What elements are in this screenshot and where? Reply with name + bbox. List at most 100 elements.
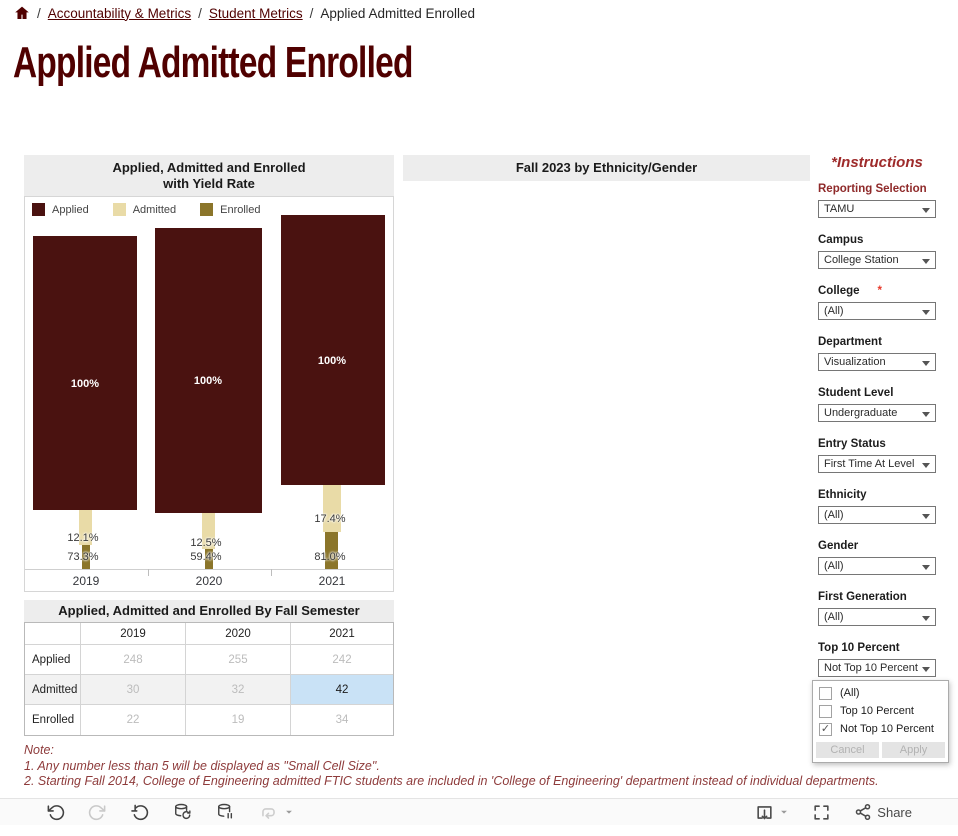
chart-legend: Applied Admitted Enrolled [32,203,260,216]
legend-item-applied[interactable]: Applied [32,203,89,216]
legend-label: Admitted [132,203,177,216]
filter-select-value: First Time At Level [824,458,915,470]
table-cell-applied-2019[interactable]: 248 [81,645,186,675]
filter-top-10-percent: Top 10 Percent Not Top 10 Percent [818,642,936,677]
footnote: Note: 1. Any number less than 5 will be … [24,743,924,790]
toolbar-left-group [46,802,294,822]
chevron-down-icon [922,565,930,570]
filter-label: College * [818,285,883,297]
fullscreen-icon[interactable] [812,803,831,822]
filter-gender: Gender (All) [818,540,936,575]
redo-icon[interactable] [88,803,107,822]
filter-select-student-level[interactable]: Undergraduate [818,404,936,422]
enrolled-bar-2020[interactable] [205,549,213,569]
revert-icon[interactable] [130,803,149,822]
filter-select-department[interactable]: Visualization [818,353,936,371]
admitted-bar-2019[interactable] [79,510,92,545]
breadcrumb-separator: / [37,5,41,21]
admitted-swatch-icon [112,203,126,216]
apply-button[interactable]: Apply [882,742,945,758]
filter-select-first-generation[interactable]: (All) [818,608,936,626]
menu-buttons: Cancel Apply [813,738,948,758]
breadcrumb-link-student-metrics[interactable]: Student Metrics [208,5,303,21]
filter-label: Top 10 Percent [818,642,900,654]
filter-entry-status: Entry Status First Time At Level [818,438,936,473]
table-col-header: 2021 [291,623,393,645]
applied-bar-2021[interactable] [281,215,385,485]
legend-item-enrolled[interactable]: Enrolled [200,203,260,216]
home-icon[interactable] [14,5,30,21]
share-button[interactable]: Share [854,803,912,821]
filter-label: Department [818,336,882,348]
menu-item--all-[interactable]: (All) [813,684,948,702]
instructions-link[interactable]: *Instructions [831,154,923,171]
filter-sidebar: *Instructions Reporting Selection TAMU Cam… [818,154,936,693]
admitted-bar-2020[interactable] [202,513,215,549]
auto-update-icon[interactable] [258,803,294,822]
filter-select-value: TAMU [824,203,855,215]
undo-icon[interactable] [46,803,65,822]
checkbox-icon[interactable] [819,704,832,718]
menu-item-not-top-10-percent[interactable]: ✓ Not Top 10 Percent [813,720,948,738]
legend-item-admitted[interactable]: Admitted [112,203,177,216]
filter-select-value: (All) [824,560,844,572]
table-corner-cell [25,623,81,645]
table-cell-admitted-2019[interactable]: 30 [81,675,186,705]
menu-item-top-10-percent[interactable]: Top 10 Percent [813,702,948,720]
table-row-label: Enrolled [25,705,81,735]
cancel-button[interactable]: Cancel [816,742,879,758]
filter-ethnicity: Ethnicity (All) [818,489,936,524]
menu-item-label: (All) [840,687,860,699]
filter-label: Gender [818,540,859,552]
chevron-down-icon [922,616,930,621]
enrolled-bar-2021[interactable] [325,532,338,569]
filter-select-top-10-percent[interactable]: Not Top 10 Percent [818,659,936,677]
table-col-header: 2020 [186,623,291,645]
table-cell-admitted-2020[interactable]: 32 [186,675,291,705]
filter-college: College * (All) [818,285,936,320]
filter-label: Student Level [818,387,894,399]
table-row-label: Applied [25,645,81,675]
table-cell-enrolled-2019[interactable]: 22 [81,705,186,735]
table-cell-applied-2020[interactable]: 255 [186,645,291,675]
applied-bar-2020[interactable] [155,228,262,513]
share-label: Share [877,804,912,820]
download-icon[interactable] [755,803,789,822]
table-cell-enrolled-2020[interactable]: 19 [186,705,291,735]
checkbox-icon[interactable] [819,686,832,700]
enrolled-bar-2019[interactable] [82,545,90,569]
filters-list: Reporting Selection TAMU Campus College Sta… [818,183,936,677]
breadcrumb-separator: / [309,5,314,21]
chevron-down-icon [922,463,930,468]
footnote-line: 1. Any number less than 5 will be displa… [24,758,380,773]
axis-tick [148,569,149,576]
filter-reporting-selection: Reporting Selection TAMU [818,183,936,218]
table-cell-admitted-2021[interactable]: 42 [291,675,393,705]
refresh-data-icon[interactable] [172,802,192,822]
admitted-bar-2021[interactable] [323,485,341,532]
filter-student-level: Student Level Undergraduate [818,387,936,422]
applied-swatch-icon [32,203,45,216]
filter-select-college[interactable]: (All) [818,302,936,320]
legend-label: Enrolled [220,203,261,216]
pause-data-icon[interactable] [215,802,235,822]
filter-department: Department Visualization [818,336,936,371]
breadcrumb-link-accountability[interactable]: Accountability & Metrics [47,5,192,21]
filter-select-value: Visualization [824,356,886,368]
filter-select-reporting-selection[interactable]: TAMU [818,200,936,218]
filter-select-ethnicity[interactable]: (All) [818,506,936,524]
breadcrumb-separator: / [198,5,202,21]
applied-bar-2019[interactable] [33,236,137,510]
filter-select-campus[interactable]: College Station [818,251,936,269]
checkbox-checked-icon[interactable]: ✓ [819,722,832,736]
bar-label: 81.0% [314,551,346,563]
table-cell-enrolled-2021[interactable]: 34 [335,714,349,726]
table-cell-applied-2021[interactable]: 242 [291,645,393,675]
bar-label: 100% [317,355,347,367]
filter-label: Entry Status [818,438,886,450]
filter-select-entry-status[interactable]: First Time At Level [818,455,936,473]
axis-tick [271,569,272,576]
filter-select-gender[interactable]: (All) [818,557,936,575]
yield-chart: Applied Admitted Enrolled 100% 12.1% 73.3% 20… [24,196,394,592]
table-title: Applied, Admitted and Enrolled By Fall S… [24,600,394,622]
